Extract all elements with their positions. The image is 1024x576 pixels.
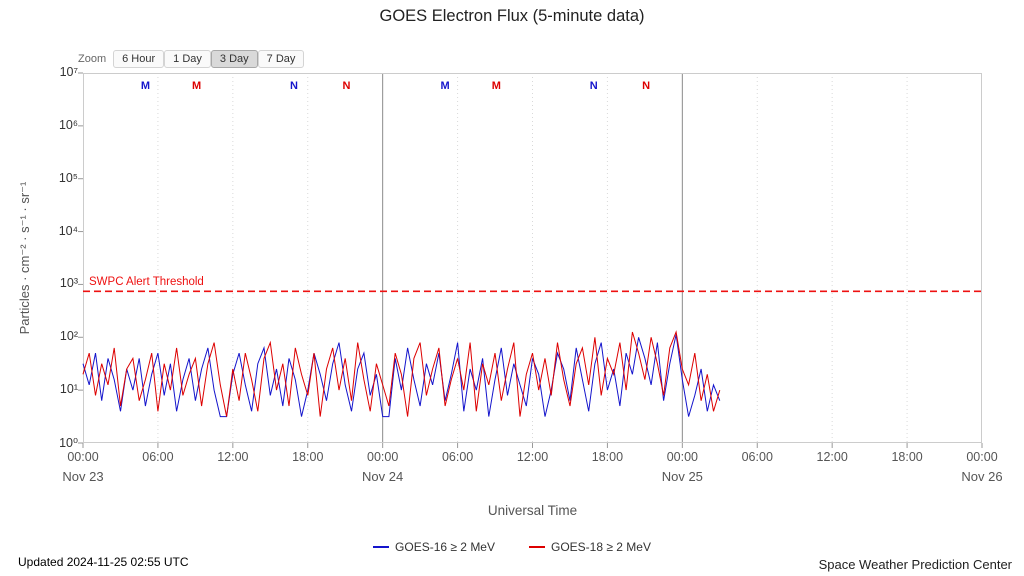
x-date-label: Nov 26	[961, 469, 1003, 484]
legend-item-1[interactable]: GOES-18 ≥ 2 MeV	[529, 540, 651, 554]
legend-line-swatch	[529, 546, 545, 548]
y-tick-label: 10¹	[59, 382, 78, 397]
series-line-0	[82, 334, 721, 418]
zoom-button-1-day[interactable]: 1 Day	[164, 50, 211, 68]
updated-timestamp: Updated 2024-11-25 02:55 UTC	[18, 555, 189, 569]
zoom-label: Zoom	[78, 53, 107, 65]
x-tick-label: 18:00	[292, 450, 324, 464]
plot-frame	[83, 73, 982, 443]
y-tick-label: 10⁴	[58, 223, 78, 238]
legend-line-swatch	[373, 546, 390, 548]
x-tick-label: 12:00	[217, 450, 249, 464]
y-tick-label: 10⁶	[58, 117, 78, 132]
satellite-marker-M: M	[141, 80, 150, 92]
x-tick-label: 12:00	[816, 450, 848, 464]
x-tick-label: 18:00	[891, 450, 923, 464]
x-tick-label: 12:00	[516, 450, 549, 464]
x-tick-label: 06:00	[441, 450, 474, 464]
satellite-marker-M: M	[492, 80, 501, 92]
credit-text: Space Weather Prediction Center	[818, 557, 1012, 572]
x-date-label: Nov 25	[661, 469, 703, 484]
x-date-label: Nov 23	[62, 469, 104, 484]
satellite-marker-M: M	[192, 80, 201, 92]
satellite-marker-N: N	[642, 80, 650, 92]
zoom-button-7-day[interactable]: 7 Day	[257, 50, 305, 68]
satellite-marker-N: N	[290, 80, 298, 92]
legend-label: GOES-18 ≥ 2 MeV	[551, 540, 651, 554]
legend: GOES-16 ≥ 2 MeV GOES-18 ≥ 2 MeV	[0, 540, 1024, 554]
zoom-buttons: 6 Hour 1 Day 3 Day 7 Day	[113, 50, 305, 68]
swpc-alert-threshold-label: SWPC Alert Threshold	[89, 276, 204, 289]
x-tick-label: 18:00	[591, 450, 624, 464]
y-tick-label: 10²	[59, 329, 78, 344]
x-tick-label: 06:00	[741, 450, 773, 464]
y-tick-label: 10³	[59, 276, 78, 291]
y-tick-label: 10⁰	[59, 436, 78, 450]
satellite-marker-M: M	[441, 80, 450, 92]
y-tick-label: 10⁵	[58, 170, 78, 185]
zoom-range-selector: Zoom 6 Hour 1 Day 3 Day 7 Day	[78, 50, 305, 68]
x-tick-label: 00:00	[367, 450, 399, 464]
x-tick-label: 00:00	[966, 450, 998, 464]
x-tick-label: 06:00	[142, 450, 174, 464]
chart-title: GOES Electron Flux (5-minute data)	[379, 7, 645, 25]
satellite-marker-N: N	[590, 80, 598, 92]
legend-item-0[interactable]: GOES-16 ≥ 2 MeV	[373, 540, 495, 554]
x-tick-label: 00:00	[666, 450, 698, 464]
satellite-marker-N: N	[343, 80, 351, 92]
y-tick-label: 10⁷	[59, 65, 78, 79]
zoom-button-3-day[interactable]: 3 Day	[210, 50, 258, 68]
x-axis-title: Universal Time	[487, 503, 578, 518]
zoom-button-6-hour[interactable]: 6 Hour	[113, 50, 165, 68]
x-tick-label: 00:00	[67, 450, 99, 464]
series-line-1	[82, 330, 721, 417]
legend-label: GOES-16 ≥ 2 MeV	[395, 540, 495, 554]
y-axis-title: Particles · cm⁻² · s⁻¹ · sr⁻¹	[17, 181, 32, 335]
x-date-label: Nov 24	[362, 469, 404, 484]
